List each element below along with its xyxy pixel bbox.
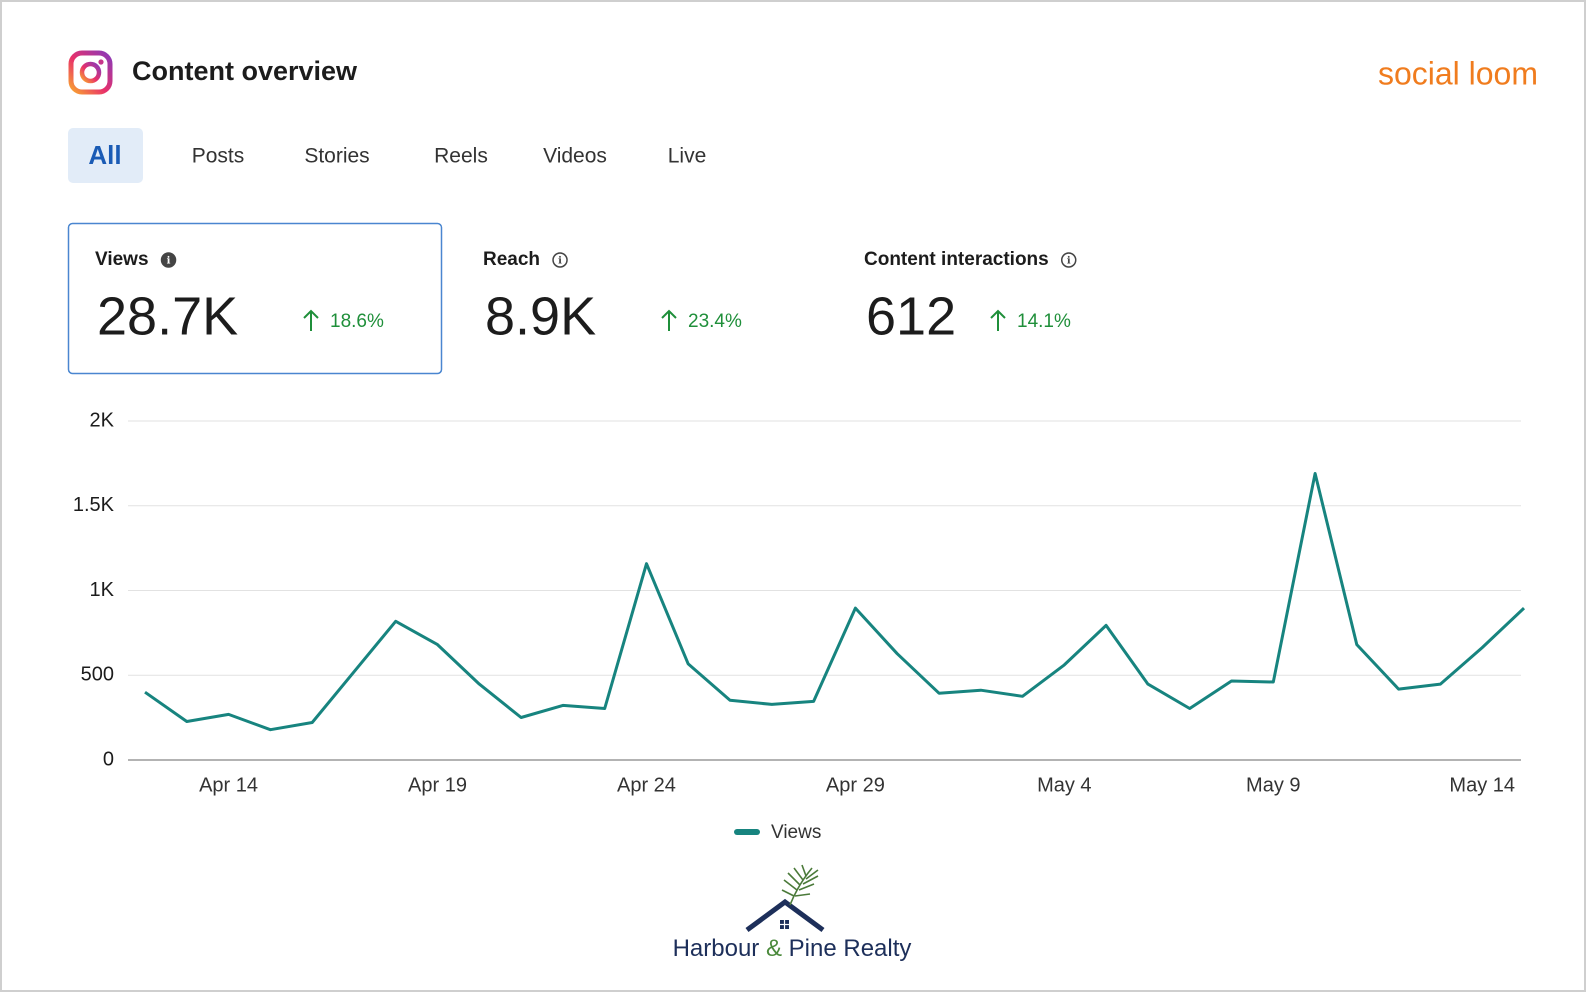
info-icon-glyph: ℹ: [558, 256, 562, 267]
change-arrow: [303, 309, 319, 331]
change-arrow: [661, 309, 677, 331]
footer-logo-text: Harbour & Pine Realty: [673, 935, 912, 962]
info-icon-glyph: ℹ: [1067, 256, 1071, 267]
tab[interactable]: Live: [668, 145, 707, 168]
instagram-icon: [68, 50, 113, 95]
y-tick-label: 1.5K: [73, 494, 115, 516]
metric-value: 28.7K: [97, 286, 238, 346]
metric-value: 8.9K: [485, 286, 596, 346]
y-tick-label: 2K: [90, 409, 115, 431]
legend-label: Views: [771, 822, 821, 843]
x-tick-label: Apr 14: [199, 774, 258, 796]
info-icon: [160, 252, 177, 268]
tab[interactable]: All: [88, 140, 121, 170]
logo-word: Pine Realty: [789, 935, 912, 962]
x-tick-label: May 9: [1246, 774, 1300, 796]
x-tick-label: Apr 24: [617, 774, 676, 796]
info-icon: [1060, 252, 1077, 268]
metric-change: 23.4%: [688, 311, 742, 332]
metric-change: 14.1%: [1017, 311, 1071, 332]
metric-card-selected[interactable]: [67, 222, 443, 375]
metric-change: 18.6%: [330, 311, 384, 332]
y-tick-label: 500: [81, 664, 114, 686]
logo-word: Harbour: [673, 935, 760, 962]
x-tick-label: Apr 29: [826, 774, 885, 796]
y-tick-label: 1K: [90, 579, 115, 601]
change-arrow: [990, 309, 1006, 331]
y-tick-label: 0: [103, 748, 114, 770]
page-title: Content overview: [132, 56, 358, 86]
metric-label: Content interactions: [864, 249, 1049, 270]
tab[interactable]: Videos: [543, 145, 607, 168]
line-series: [144, 472, 1526, 732]
info-icon: [552, 252, 568, 268]
x-tick-label: May 4: [1037, 774, 1091, 796]
metric-label: Views: [95, 249, 149, 270]
metric-value: 612: [866, 286, 956, 346]
x-tick-label: May 14: [1449, 774, 1515, 796]
metric-label: Reach: [483, 249, 540, 270]
tab[interactable]: Posts: [192, 145, 245, 168]
brand: social loom: [1378, 55, 1538, 91]
logo-ampersand: &: [766, 935, 782, 962]
x-tick-label: Apr 19: [408, 774, 467, 796]
tab-active-bg: [68, 128, 143, 183]
tab[interactable]: Stories: [304, 145, 369, 168]
tab[interactable]: Reels: [434, 145, 488, 168]
footer-logo: [745, 864, 825, 933]
info-icon-glyph: ℹ: [167, 256, 171, 267]
